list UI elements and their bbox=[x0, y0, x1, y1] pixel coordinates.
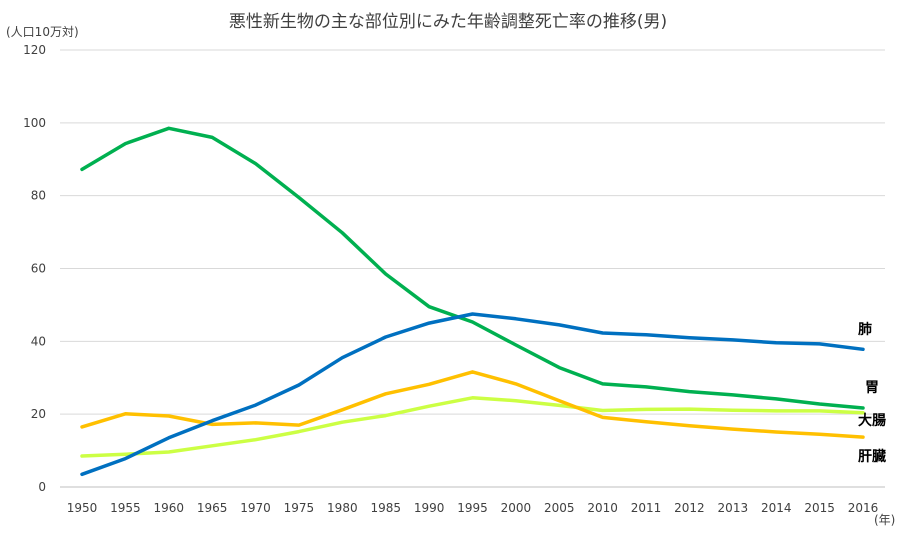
series-label: 胃 bbox=[865, 380, 879, 396]
y-tick-label: 100 bbox=[23, 116, 46, 130]
x-tick-label: 2011 bbox=[631, 501, 662, 515]
x-tick-label: 2013 bbox=[718, 501, 749, 515]
x-tick-label: 2016 bbox=[848, 501, 879, 515]
series-lines bbox=[80, 126, 865, 477]
x-tick-label: 2005 bbox=[544, 501, 575, 515]
y-tick-label: 120 bbox=[23, 43, 46, 57]
series-line bbox=[80, 396, 865, 458]
y-tick-label: 80 bbox=[31, 189, 46, 203]
y-tick-label: 20 bbox=[31, 407, 46, 421]
series-line bbox=[80, 126, 865, 410]
series-label: 大腸 bbox=[858, 412, 886, 429]
y-tick-label: 40 bbox=[31, 334, 46, 348]
x-tick-label: 1950 bbox=[67, 501, 98, 515]
x-tick-label: 2014 bbox=[761, 501, 792, 515]
x-tick-label: 1960 bbox=[154, 501, 185, 515]
y-tick-label: 0 bbox=[38, 480, 46, 494]
gridlines bbox=[60, 49, 885, 488]
y-tick-label: 60 bbox=[31, 262, 46, 276]
x-tick-label: 2000 bbox=[501, 501, 532, 515]
x-tick-label: 1980 bbox=[327, 501, 358, 515]
series-label: 肺 bbox=[858, 322, 872, 338]
y-tick-labels: 0 20 40 60 80 100 120 bbox=[23, 43, 46, 494]
chart-title: 悪性新生物の主な部位別にみた年齢調整死亡率の推移(男) bbox=[229, 12, 667, 32]
x-tick-label: 1955 bbox=[110, 501, 141, 515]
x-tick-label: 1985 bbox=[370, 501, 401, 515]
series-label: 肝臓 bbox=[858, 448, 886, 465]
x-tick-label: 1970 bbox=[240, 501, 271, 515]
y-axis-unit: (人口10万対) bbox=[6, 25, 79, 39]
x-tick-label: 1995 bbox=[457, 501, 488, 515]
x-tick-label: 2012 bbox=[674, 501, 705, 515]
x-tick-label: 2015 bbox=[804, 501, 835, 515]
series-line bbox=[80, 312, 865, 477]
x-axis-unit: (年) bbox=[874, 513, 895, 527]
x-tick-labels: 1950 1955 1960 1965 1970 1975 1980 1985 1990 1995… bbox=[67, 501, 879, 515]
x-tick-label: 2010 bbox=[587, 501, 618, 515]
x-tick-label: 1975 bbox=[284, 501, 315, 515]
series-line bbox=[80, 370, 865, 439]
x-tick-label: 1990 bbox=[414, 501, 445, 515]
x-tick-label: 1965 bbox=[197, 501, 228, 515]
